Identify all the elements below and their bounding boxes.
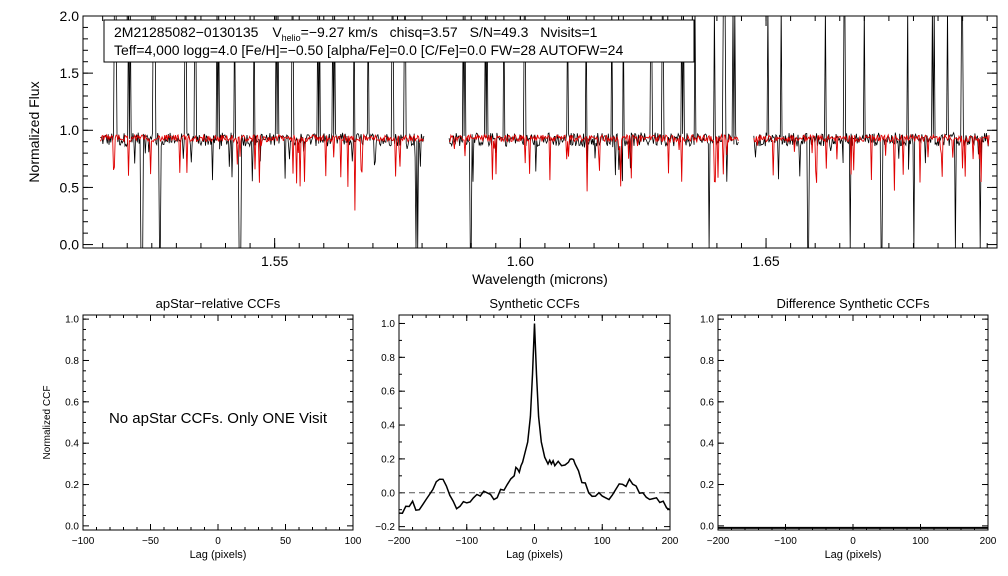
difference_ccf-plot-frame (717, 314, 989, 531)
difference_ccf-y-tick-label: 0.2 (700, 480, 714, 491)
synthetic_ccf-y-tick-label: 0.6 (381, 387, 395, 398)
difference_ccf-title: Difference Synthetic CCFs (777, 296, 930, 311)
synthetic_ccf-y-tick-label: 0.8 (381, 353, 395, 364)
chisq-value: chisq=3.57 (390, 24, 458, 40)
vhelio-subscript: helio (282, 33, 301, 43)
difference_ccf-y-tick-label: 0.4 (700, 439, 714, 450)
synthetic_ccf-x-tick-label: −100 (455, 536, 478, 547)
info-box: 2M21285082−0130135 Vhelio=−9.27 km/s chi… (103, 19, 695, 63)
apstar_ccf-y-tick-label: 0.0 (65, 521, 79, 532)
vhelio-value: =−9.27 km/s (301, 24, 378, 40)
apstar_ccf-y-tick-label: 1.0 (65, 315, 79, 326)
apstar_ccf-x-axis-label: Lag (pixels) (190, 549, 247, 561)
spectrum-series-observed-chip-2 (448, 16, 739, 248)
synthetic-ccf-panel: −200 −100 0 100 200 −0.2 0.0 0.2 0.4 0.6 0.8 1.0 Lag… (375, 296, 679, 561)
difference_ccf-y-tick-label: 1.0 (700, 315, 714, 326)
apstar-ccf-annotation: No apStar CCFs. Only ONE Visit (109, 410, 328, 427)
synthetic_ccf-y-tick-label: −0.2 (375, 522, 395, 533)
synthetic_ccf-title: Synthetic CCFs (489, 296, 580, 311)
synthetic_ccf-x-tick-label: 0 (532, 536, 538, 547)
difference_ccf-x-tick-label: 100 (912, 536, 929, 547)
apstar_ccf-y-tick-label: 0.2 (65, 480, 79, 491)
difference-ccf-panel: −200 −100 0 100 200 0.0 0.2 0.4 0.6 0.8 1.0 Lag (pi… (700, 296, 997, 561)
difference_ccf-x-tick-label: −100 (774, 536, 797, 547)
difference_ccf-x-axis-label: Lag (pixels) (825, 549, 882, 561)
spectrum-y-tick-label: 1.5 (60, 65, 80, 81)
apstar_ccf-x-tick-label: −100 (72, 536, 95, 547)
spectrum-x-tick-label: 1.60 (507, 253, 534, 269)
synthetic_ccf-x-tick-label: 100 (594, 536, 611, 547)
star-id: 2M21285082−0130135 (114, 24, 259, 40)
spectrum-x-tick-label: 1.55 (261, 253, 288, 269)
apstar_ccf-y-tick-label: 0.6 (65, 397, 79, 408)
spectrum-plot-frame (82, 15, 998, 249)
spectrum-series-observed-chip-3 (753, 16, 990, 248)
nvisits-value: Nvisits=1 (540, 24, 597, 40)
difference_ccf-x-tick-label: −200 (707, 536, 730, 547)
spectrum-series-model-chip-2 (449, 133, 739, 192)
apstar_ccf-x-tick-label: 50 (280, 536, 292, 547)
apstar_ccf-x-tick-label: 100 (345, 536, 362, 547)
synthetic_ccf-x-tick-label: 200 (662, 536, 679, 547)
stellar-params: Teff=4,000 logg=4.0 [Fe/H]=−0.50 [alpha/… (114, 42, 623, 58)
synthetic_ccf-y-tick-label: 0.0 (381, 488, 395, 499)
synthetic-ccf-line (398, 323, 671, 514)
synthetic_ccf-x-axis-label: Lag (pixels) (506, 549, 563, 561)
spectrum-series-model-chip-1 (99, 133, 425, 211)
spectrum-series-model-chip-3 (753, 133, 990, 191)
spectrum-panel: 1.55 1.60 1.65 0.0 0.5 1.0 1.5 2.0 Wavelength (m… (26, 8, 998, 287)
info-line-1: 2M21285082−0130135 Vhelio=−9.27 km/s chi… (114, 24, 598, 43)
spectrum-y-tick-label: 1.0 (60, 122, 80, 138)
synthetic_ccf-x-tick-label: −200 (388, 536, 411, 547)
spectrum-y-axis-label: Normalized Flux (26, 81, 42, 182)
difference_ccf-y-tick-label: 0.0 (700, 521, 714, 532)
apstar_ccf-y-axis-label: Normalized CCF (42, 386, 53, 460)
synthetic_ccf-y-tick-label: 1.0 (381, 319, 395, 330)
info-box-frame (103, 19, 695, 63)
apstar_ccf-y-tick-label: 0.4 (65, 439, 79, 450)
synthetic_ccf-y-tick-label: 0.4 (381, 421, 395, 432)
spectrum-y-tick-label: 0.0 (60, 236, 80, 252)
apstar_ccf-y-tick-label: 0.8 (65, 356, 79, 367)
spectrum-x-axis-label: Wavelength (microns) (472, 271, 608, 287)
apstar_ccf-x-tick-label: −50 (142, 536, 159, 547)
difference_ccf-x-tick-label: 0 (850, 536, 856, 547)
vhelio-label: V (272, 24, 282, 40)
spectrum-series-observed-chip-1 (100, 16, 425, 248)
apstar_ccf-x-tick-label: 0 (215, 536, 221, 547)
synthetic_ccf-y-tick-label: 0.2 (381, 454, 395, 465)
spectrum-x-tick-label: 1.65 (752, 253, 779, 269)
spectrum-y-tick-label: 0.5 (60, 179, 80, 195)
apstar-ccf-panel: −100 −50 0 50 100 0.0 0.2 0.4 0.6 0.8 1.0 Lag (pixe… (42, 296, 362, 561)
spectrum-y-tick-label: 2.0 (60, 8, 80, 24)
difference_ccf-y-tick-label: 0.8 (700, 356, 714, 367)
difference_ccf-x-tick-label: 200 (980, 536, 997, 547)
apstar_ccf-title: apStar−relative CCFs (156, 296, 281, 311)
difference_ccf-y-tick-label: 0.6 (700, 397, 714, 408)
synthetic_ccf-plot-frame (398, 314, 671, 531)
snr-value: S/N=49.3 (470, 24, 529, 40)
